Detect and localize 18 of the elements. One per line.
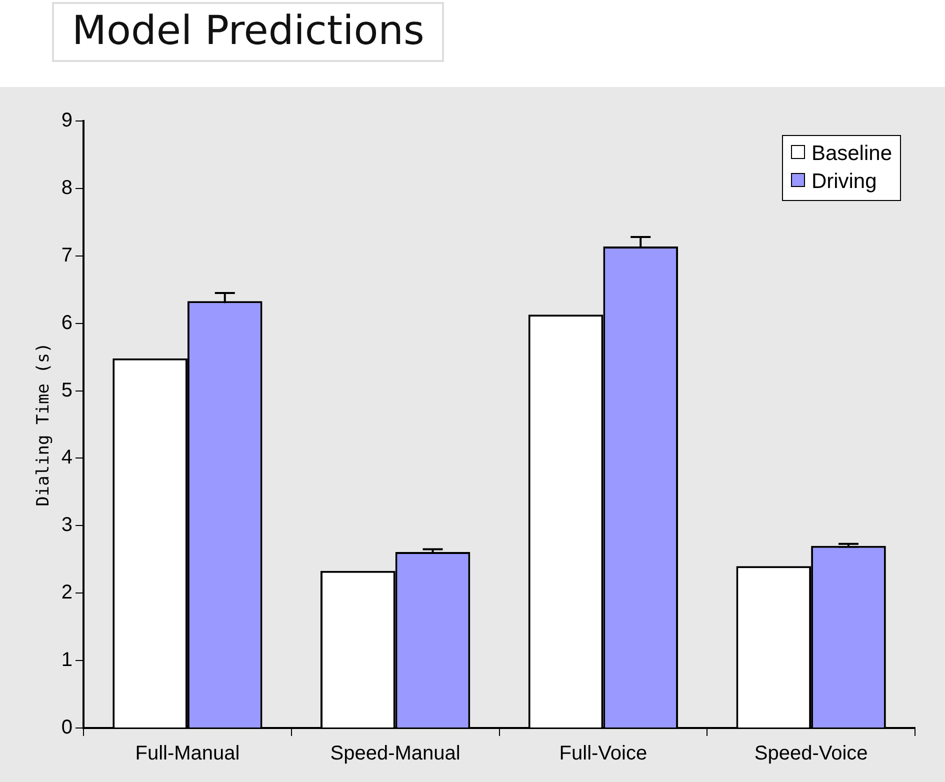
y-tick-label: 2 (61, 582, 73, 604)
x-tick-label: Full-Voice (559, 742, 648, 765)
y-tick-label: 5 (61, 379, 73, 402)
y-tick-label: 1 (61, 649, 73, 672)
chart-title: Model Predictions (52, 2, 444, 62)
x-tick-label: Speed-Voice (754, 742, 868, 765)
x-tick-label: Speed-Manual (330, 742, 460, 765)
y-tick-label: 6 (61, 312, 73, 334)
legend-label: Driving (810, 169, 878, 195)
y-tick-label: 8 (61, 176, 73, 199)
y-tick-label: 4 (61, 446, 73, 469)
x-tick-label: Full-Manual (135, 742, 240, 765)
y-axis-title: Dialing Time (s) (34, 342, 54, 506)
legend-label: Baseline (810, 141, 892, 167)
y-tick-label: 3 (61, 514, 73, 536)
y-tick-label: 0 (61, 716, 73, 739)
y-tick-label: 7 (61, 244, 73, 266)
y-tick-label: 9 (61, 110, 73, 132)
